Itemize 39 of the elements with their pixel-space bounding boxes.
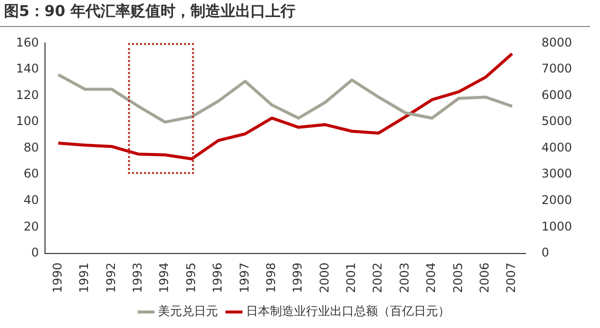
y2-tick-label: 6000 xyxy=(541,88,572,102)
x-tick-label: 1995 xyxy=(184,262,198,294)
x-tick-label: 1991 xyxy=(77,262,92,294)
y-tick-label: 20 xyxy=(24,219,39,234)
x-tick-label: 2004 xyxy=(424,262,438,294)
y-tick-label: 40 xyxy=(24,193,39,208)
y2-tick-label: 1000 xyxy=(541,219,572,234)
y2-tick-label: 3000 xyxy=(541,166,572,181)
legend-label: 美元兑日元 xyxy=(158,304,218,318)
x-tick-label: 2007 xyxy=(504,262,518,294)
legend-label: 日本制造业行业出口总额（百亿日元） xyxy=(246,304,450,318)
x-tick-label: 1998 xyxy=(264,262,278,294)
y2-tick-label: 0 xyxy=(541,246,550,260)
y-tick-label: 0 xyxy=(31,246,39,260)
y2-tick-label: 2000 xyxy=(541,193,572,208)
x-tick-label: 2001 xyxy=(344,262,358,294)
y-tick-label: 80 xyxy=(24,140,39,154)
y2-tick-label: 7000 xyxy=(541,62,572,76)
y2-tick-label: 5000 xyxy=(541,114,572,128)
y-tick-label: 60 xyxy=(24,166,39,181)
y-tick-label: 140 xyxy=(16,62,39,76)
y2-tick-label: 8000 xyxy=(541,35,572,50)
x-tick-label: 2002 xyxy=(370,262,385,294)
x-tick-label: 1996 xyxy=(210,262,225,294)
x-tick-label: 2003 xyxy=(397,262,412,294)
y-tick-label: 160 xyxy=(16,35,39,50)
x-tick-label: 2006 xyxy=(478,262,492,294)
x-tick-label: 1992 xyxy=(104,262,118,294)
x-tick-label: 2005 xyxy=(450,262,465,294)
y-tick-label: 100 xyxy=(16,114,39,128)
x-tick-label: 1999 xyxy=(290,262,305,294)
x-tick-label: 2000 xyxy=(317,262,332,294)
x-tick-label: 1994 xyxy=(157,262,172,294)
x-tick-label: 1997 xyxy=(237,262,252,294)
chart-title: 图5：90 年代汇率贬值时，制造业出口上行 xyxy=(4,2,296,21)
x-tick-label: 1993 xyxy=(130,262,144,294)
y2-tick-label: 4000 xyxy=(541,140,572,154)
x-tick-label: 1990 xyxy=(50,262,64,294)
y-tick-label: 120 xyxy=(16,88,39,102)
